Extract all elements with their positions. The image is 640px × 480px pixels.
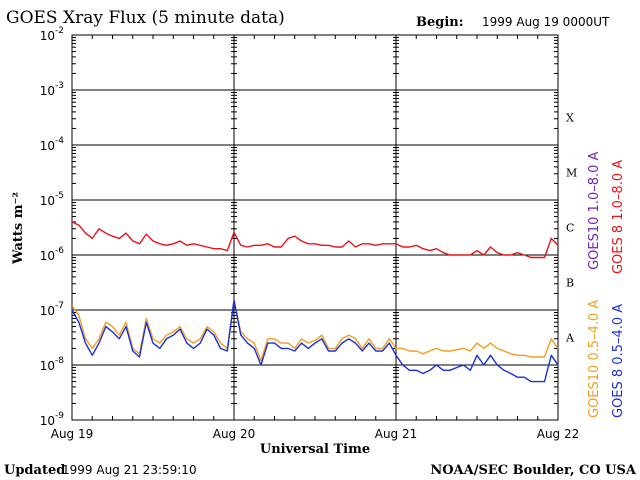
y-tick-label: 10-2 bbox=[40, 26, 64, 43]
series-line-goes10_short bbox=[71, 299, 559, 362]
flare-class-label: A bbox=[565, 332, 575, 345]
x-tick-labels: Aug 19 Aug 20 Aug 21 Aug 22 bbox=[51, 427, 580, 441]
y-tick-label: 10-8 bbox=[40, 356, 65, 373]
decade-gridlines bbox=[72, 37, 558, 404]
flare-class-label: B bbox=[566, 277, 574, 290]
x-tick-label: Aug 22 bbox=[537, 427, 580, 441]
series-line-goes8_long bbox=[71, 221, 559, 259]
flare-class-label: M bbox=[566, 167, 577, 180]
legend: GOES10 0.5–4.0 A GOES10 1.0–8.0 A GOES 8 0… bbox=[587, 151, 626, 418]
legend-column: GOES10 0.5–4.0 A GOES10 1.0–8.0 A bbox=[587, 151, 602, 418]
updated-label: Updated bbox=[4, 463, 65, 478]
flare-class-label: C bbox=[566, 222, 574, 235]
y-tick-label: 10-4 bbox=[40, 136, 65, 153]
chart-title: GOES Xray Flux (5 minute data) bbox=[6, 8, 285, 28]
flare-class-label: X bbox=[566, 112, 574, 125]
legend-column: GOES 8 0.5–4.0 A GOES 8 1.0–8.0 A bbox=[611, 160, 626, 418]
legend-entry: GOES 8 0.5–4.0 A bbox=[611, 304, 626, 418]
begin-value: 1999 Aug 19 0000UT bbox=[482, 15, 610, 29]
legend-entry: GOES10 1.0–8.0 A bbox=[587, 151, 602, 269]
x-tick-label: Aug 20 bbox=[213, 427, 256, 441]
flux-series bbox=[71, 221, 559, 383]
legend-entry: GOES10 0.5–4.0 A bbox=[587, 300, 602, 418]
x-tick-label: Aug 19 bbox=[51, 427, 94, 441]
y-tick-labels: 10-9 10-8 10-7 10-6 10-5 10-4 10-3 10-2 bbox=[40, 26, 65, 428]
series-line-goes8_short bbox=[71, 299, 559, 383]
x-axis-label: Universal Time bbox=[260, 442, 370, 457]
y-tick-label: 10-7 bbox=[40, 301, 64, 318]
credit-text: NOAA/SEC Boulder, CO USA bbox=[430, 463, 637, 478]
legend-entry: GOES 8 1.0–8.0 A bbox=[611, 160, 626, 274]
updated-value: 1999 Aug 21 23:59:10 bbox=[62, 463, 197, 477]
flare-class-labels: A B C M X bbox=[565, 112, 577, 345]
y-tick-label: 10-5 bbox=[40, 191, 64, 208]
begin-label: Begin: bbox=[416, 15, 464, 30]
y-tick-label: 10-3 bbox=[40, 81, 64, 98]
y-tick-label: 10-6 bbox=[40, 246, 65, 263]
y-tick-label: 10-9 bbox=[40, 411, 65, 428]
x-tick-label: Aug 21 bbox=[375, 427, 418, 441]
y-axis-label: Watts m⁻² bbox=[11, 192, 26, 265]
